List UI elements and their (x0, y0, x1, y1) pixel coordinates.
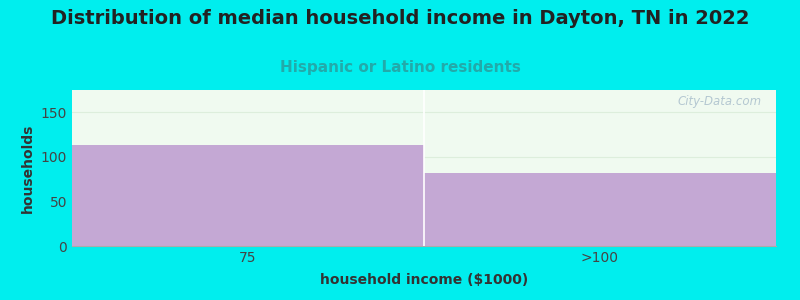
X-axis label: household income ($1000): household income ($1000) (320, 273, 528, 287)
Y-axis label: households: households (22, 123, 35, 213)
Text: Hispanic or Latino residents: Hispanic or Latino residents (279, 60, 521, 75)
Bar (424, 173, 776, 246)
Text: Distribution of median household income in Dayton, TN in 2022: Distribution of median household income … (50, 9, 750, 28)
Text: City-Data.com: City-Data.com (678, 95, 762, 108)
Bar (72, 145, 424, 246)
